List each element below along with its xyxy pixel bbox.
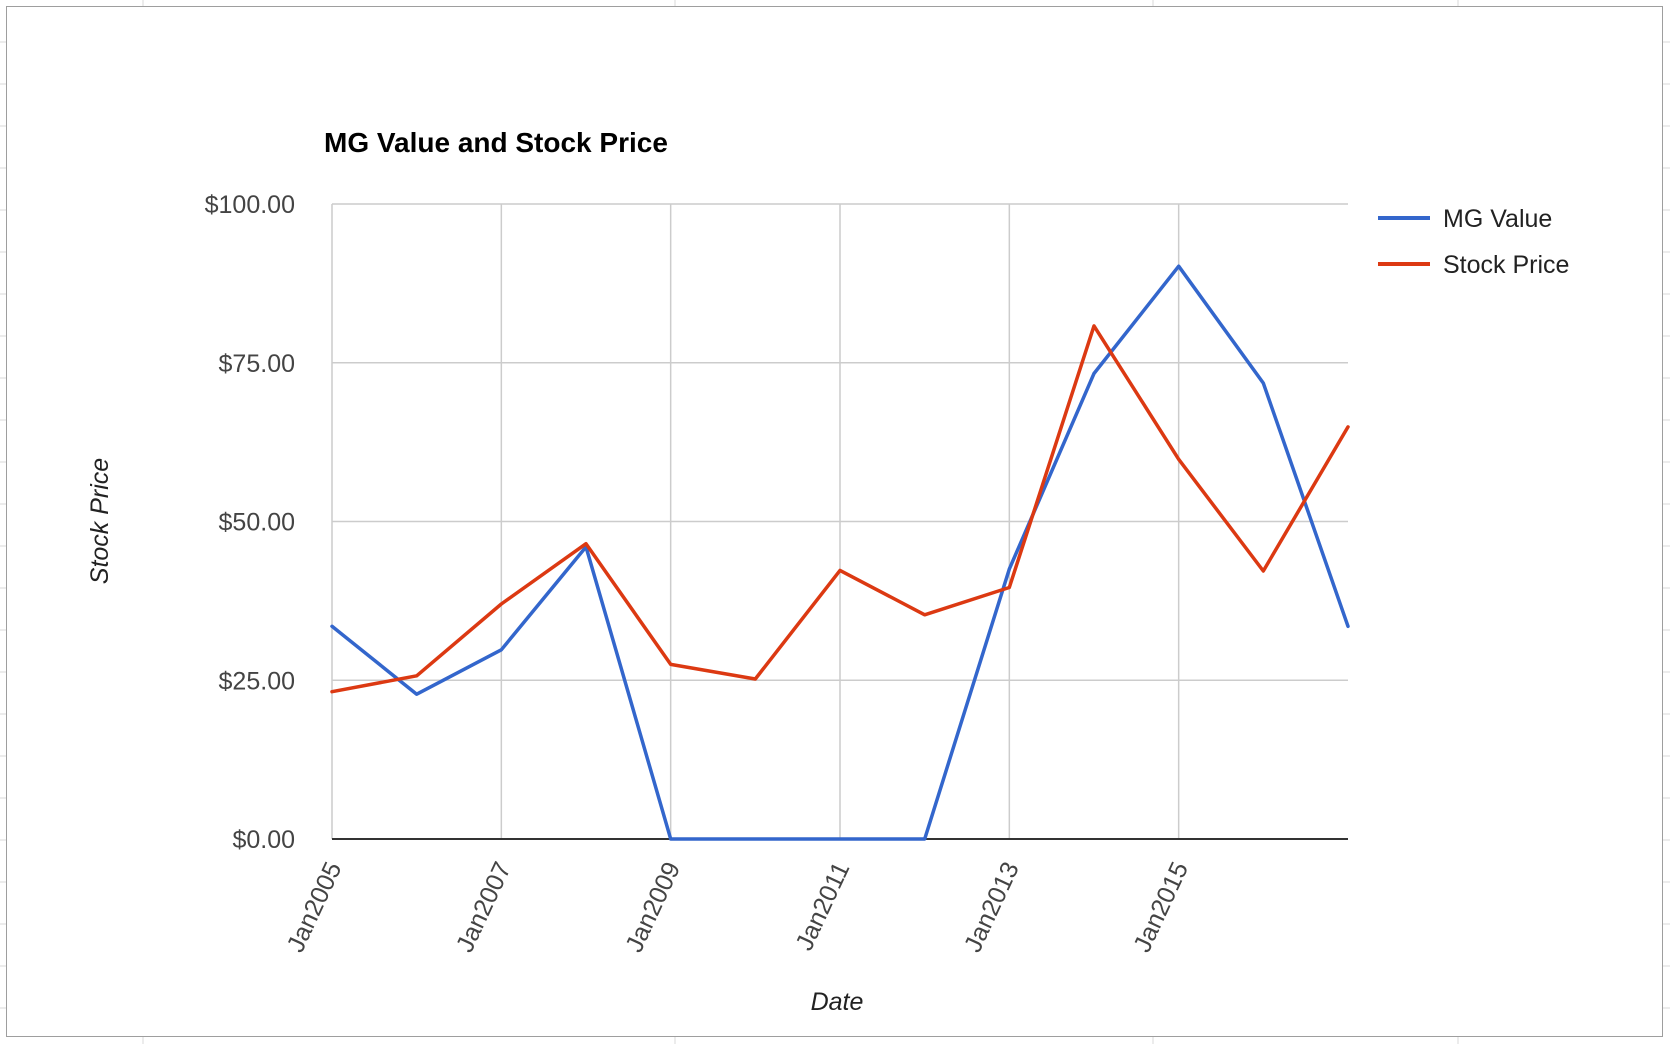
legend-item[interactable]: Stock Price: [1378, 251, 1569, 279]
chart-series: [330, 264, 1350, 841]
chart-title: MG Value and Stock Price: [324, 127, 668, 158]
legend-item[interactable]: MG Value: [1378, 205, 1552, 233]
y-axis-ticks: $0.00 $25.00 $50.00 $75.00 $100.00: [205, 191, 295, 854]
x-tick-label: Jan2009: [620, 858, 686, 957]
x-tick-label: Jan2015: [1128, 858, 1194, 957]
x-tick-label: Jan2007: [451, 858, 517, 957]
x-tick-label: Jan2011: [790, 858, 855, 955]
series-line-mg-value[interactable]: [330, 264, 1350, 841]
y-axis-title: Stock Price: [86, 458, 114, 584]
y-tick-label: $0.00: [232, 826, 295, 854]
x-axis-ticks: Jan2005 Jan2007 Jan2009 Jan2011 Jan2013 Jan20…: [282, 858, 1195, 957]
legend-label: Stock Price: [1443, 251, 1569, 279]
y-tick-label: $25.00: [219, 667, 295, 695]
chart-gridlines: [331, 203, 1348, 840]
y-tick-label: $50.00: [219, 509, 295, 537]
y-tick-label: $75.00: [219, 350, 295, 378]
x-axis-title: Date: [811, 988, 864, 1016]
x-tick-label: Jan2013: [959, 858, 1025, 957]
legend-label: MG Value: [1443, 205, 1552, 233]
chart-legend[interactable]: MG Value Stock Price: [1378, 205, 1569, 279]
y-tick-label: $100.00: [205, 191, 295, 219]
x-tick-label: Jan2005: [282, 858, 348, 957]
series-line-stock-price[interactable]: [330, 324, 1350, 694]
